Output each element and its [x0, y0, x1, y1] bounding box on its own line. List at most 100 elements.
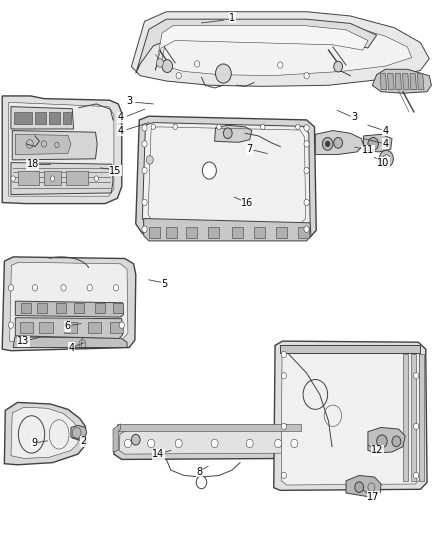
Bar [56, 303, 66, 313]
Text: 9: 9 [31, 439, 37, 448]
Polygon shape [11, 163, 113, 195]
Text: 4: 4 [68, 343, 74, 352]
Circle shape [94, 176, 99, 181]
Circle shape [304, 226, 309, 232]
Circle shape [50, 176, 55, 181]
Polygon shape [114, 425, 307, 459]
Text: 10: 10 [377, 158, 389, 167]
Circle shape [113, 285, 119, 291]
Bar [49, 112, 60, 124]
Circle shape [142, 167, 147, 174]
Polygon shape [142, 123, 310, 230]
Bar [411, 354, 416, 481]
Circle shape [215, 64, 231, 83]
Circle shape [291, 439, 298, 448]
Polygon shape [281, 348, 420, 485]
Bar [44, 171, 61, 185]
Bar [276, 227, 287, 238]
Circle shape [148, 439, 155, 448]
Text: 4: 4 [117, 112, 124, 122]
Polygon shape [2, 257, 136, 351]
Polygon shape [10, 262, 128, 342]
Circle shape [379, 150, 393, 167]
Text: 8: 8 [196, 467, 202, 477]
Text: 15: 15 [109, 166, 121, 175]
Polygon shape [136, 19, 377, 74]
Bar [117, 424, 301, 431]
Polygon shape [11, 407, 78, 458]
Circle shape [151, 124, 155, 130]
Circle shape [355, 482, 364, 492]
Circle shape [304, 141, 309, 147]
Polygon shape [136, 116, 316, 237]
Polygon shape [315, 131, 364, 155]
Circle shape [322, 138, 333, 150]
Bar [35, 112, 46, 124]
Circle shape [304, 125, 309, 131]
Polygon shape [155, 26, 368, 70]
Circle shape [8, 322, 14, 328]
Bar [74, 303, 84, 313]
Bar [20, 322, 33, 333]
Bar [18, 171, 39, 185]
Bar [280, 345, 420, 353]
Circle shape [162, 60, 173, 72]
Circle shape [196, 476, 207, 489]
Polygon shape [13, 337, 127, 348]
Polygon shape [380, 74, 387, 90]
Circle shape [281, 373, 286, 379]
Circle shape [124, 439, 131, 448]
Circle shape [61, 285, 66, 291]
Polygon shape [372, 69, 431, 93]
Circle shape [217, 124, 221, 130]
Polygon shape [346, 475, 381, 497]
Circle shape [334, 61, 343, 72]
Circle shape [281, 351, 286, 358]
Bar [95, 303, 105, 313]
Circle shape [413, 373, 419, 379]
Bar [64, 322, 77, 333]
Circle shape [142, 226, 147, 232]
Polygon shape [364, 134, 392, 152]
Circle shape [334, 138, 343, 148]
Circle shape [131, 434, 140, 445]
Polygon shape [417, 74, 424, 90]
Circle shape [281, 472, 286, 479]
Text: 7: 7 [247, 144, 253, 154]
Circle shape [325, 141, 330, 147]
Circle shape [261, 124, 265, 130]
Circle shape [413, 472, 419, 479]
Circle shape [202, 162, 216, 179]
Bar [21, 303, 31, 313]
Polygon shape [2, 96, 122, 204]
Circle shape [142, 199, 147, 206]
Text: 1: 1 [229, 13, 235, 22]
Bar [39, 322, 53, 333]
Text: 4: 4 [382, 139, 389, 149]
Circle shape [156, 59, 163, 67]
Polygon shape [131, 12, 429, 86]
Bar [403, 354, 408, 481]
Bar [63, 112, 71, 124]
Circle shape [142, 141, 147, 147]
Circle shape [304, 167, 309, 174]
Text: 6: 6 [65, 321, 71, 331]
Polygon shape [119, 430, 302, 454]
Polygon shape [113, 424, 120, 452]
Circle shape [377, 435, 387, 448]
Text: 11: 11 [362, 146, 374, 155]
Polygon shape [9, 102, 114, 196]
Text: 12: 12 [371, 446, 384, 455]
Circle shape [278, 62, 283, 68]
Polygon shape [12, 131, 97, 160]
Bar [232, 227, 243, 238]
Polygon shape [71, 425, 87, 439]
Bar [419, 354, 424, 481]
Bar [166, 227, 177, 238]
Circle shape [32, 285, 38, 291]
Polygon shape [395, 74, 402, 90]
Circle shape [368, 138, 378, 150]
Polygon shape [388, 74, 394, 90]
Text: 3: 3 [126, 96, 132, 106]
Polygon shape [4, 402, 85, 465]
